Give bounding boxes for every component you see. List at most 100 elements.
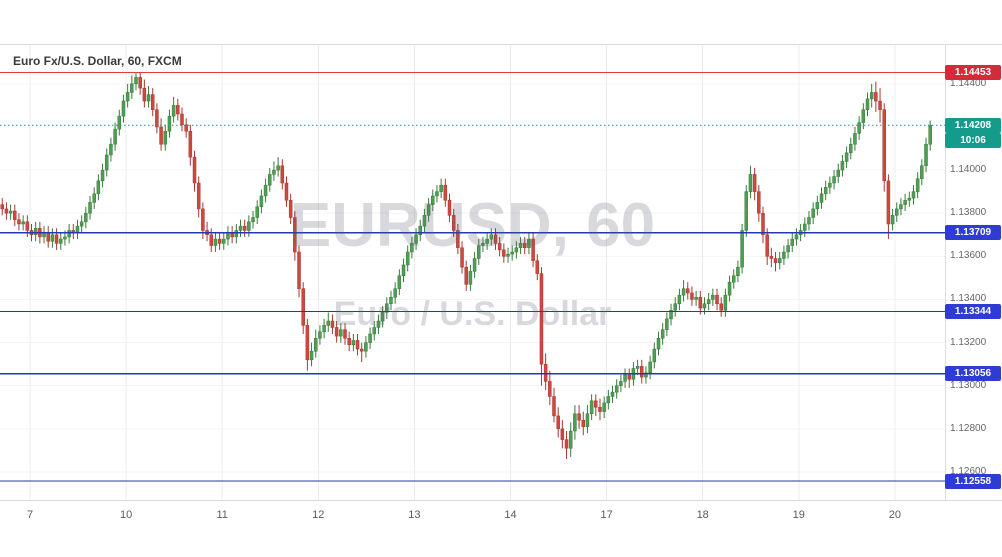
candle-body [552,396,556,417]
candle-body [481,243,485,246]
candle-body [577,413,581,421]
candle-body [125,92,130,102]
candle-body [234,230,239,238]
candle-body [623,374,627,382]
candle-body [59,238,63,244]
candle-body [255,206,259,218]
candle-body [502,249,506,257]
candle-body [886,180,891,225]
candle-body [485,238,489,244]
candle-body [372,327,377,335]
price-tick-1.13800: 1.13800 [950,207,987,219]
candle-body [242,225,247,231]
candle-body [748,174,753,192]
candle-body [13,210,17,220]
candle-body [823,187,828,195]
price-level-badge-1.12558[interactable]: 1.12558 [945,473,1001,489]
candle-body [322,325,326,333]
candle-body [100,169,105,182]
candle-body [238,225,243,231]
candle-body [418,225,422,236]
candle-body [247,221,251,231]
candle-body [130,83,134,93]
candle-body [594,400,598,408]
candle-body [213,238,218,246]
candle-body [401,264,406,276]
time-tick-11: 11 [216,509,228,521]
candle-body [510,251,514,255]
price-level-badge-1.13056[interactable]: 1.13056 [945,366,1001,382]
candle-body [723,294,728,311]
candle-body [33,228,38,236]
candle-body [895,208,899,216]
candle-body [138,77,142,89]
candles-series[interactable] [0,72,932,460]
candle-body [347,338,351,345]
candlestick-chart[interactable] [0,45,945,500]
candle-body [903,200,907,205]
candle-body [251,217,255,223]
candle-body [351,340,356,345]
candle-body [677,294,682,305]
candle-body [740,230,744,268]
price-level-badge-1.13709[interactable]: 1.13709 [945,225,1001,241]
candle-body [150,94,155,110]
candle-body [301,288,305,326]
candle-body [263,184,268,197]
candle-body [63,236,67,240]
candle-body [686,288,690,294]
price-level-badge-1.14453[interactable]: 1.14453 [945,64,1001,80]
price-axis[interactable]: 1.144001.142001.140001.138001.136001.134… [945,45,1002,500]
candle-body [431,195,435,205]
candle-body [359,348,364,352]
candle-body [727,281,732,296]
candle-body [176,105,180,115]
candle-body [226,232,230,240]
candle-body [155,109,159,128]
candle-body [706,299,711,305]
candle-body [761,212,765,236]
candle-body [167,115,172,132]
candle-body [464,266,468,285]
price-tick-1.13200: 1.13200 [950,336,987,348]
candle-body [8,210,13,214]
candle-body [355,340,360,350]
candle-body [573,413,577,432]
candle-body [920,165,924,179]
candle-body [46,232,50,242]
candle-body [719,303,723,311]
candle-body [711,294,715,300]
candle-body [134,77,138,85]
candle-body [543,363,548,382]
candle-body [326,320,331,326]
candle-body [393,288,397,298]
candle-body [589,400,594,414]
time-tick-7: 7 [26,509,34,521]
candle-body [405,251,410,266]
candle-body [426,204,431,216]
candle-body [222,238,226,244]
candle-body [627,374,631,380]
candle-body [744,191,749,231]
candle-body [497,243,502,251]
candle-body [84,212,88,223]
candle-body [514,247,519,253]
candle-body [690,292,694,300]
candle-body [614,385,619,393]
candle-body [786,245,790,253]
candle-body [368,333,372,343]
candle-body [899,204,903,210]
time-axis[interactable]: 7 10 11 12 13 14 17 18 19 20 [0,500,1002,557]
price-tick-1.13400: 1.13400 [950,293,987,305]
candle-body [339,329,343,337]
price-tick-1.13000: 1.13000 [950,379,987,391]
price-tick-1.14400: 1.14400 [950,77,987,89]
chart-pane[interactable]: EURUSD, 60 Euro / U.S. Dollar Euro Fx/U.… [0,45,945,500]
candle-body [840,161,845,171]
candle-body [815,202,820,210]
candle-body [531,238,535,261]
price-level-badge-1.13344[interactable]: 1.13344 [945,304,1001,320]
candle-body [146,94,151,102]
candle-body [782,251,786,259]
